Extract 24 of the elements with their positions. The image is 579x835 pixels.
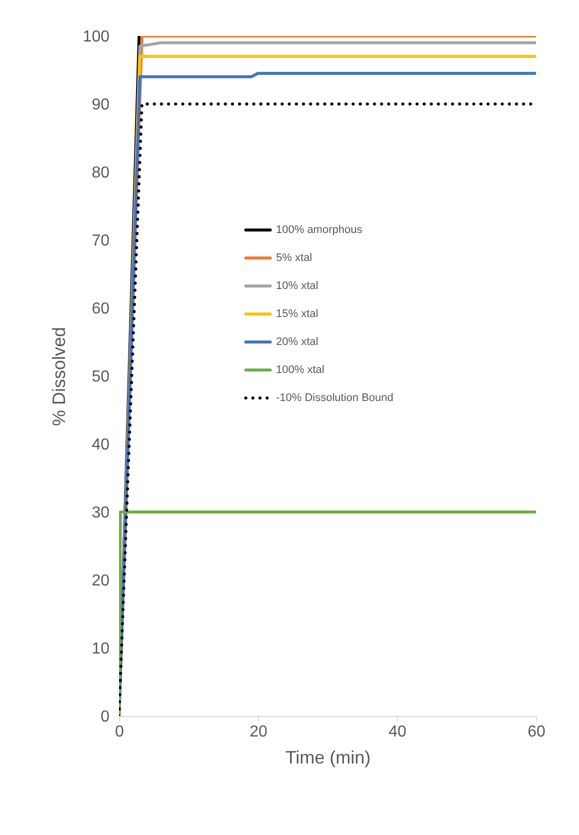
y-tick-label: 40 [92, 436, 110, 454]
y-tick-label: 50 [92, 368, 110, 386]
y-tick-label: 80 [92, 164, 110, 182]
x-tick-label: 20 [250, 724, 268, 740]
y-tick-label: 100 [82, 28, 110, 46]
y-tick-label: 20 [92, 572, 110, 590]
x-tick-label: 40 [388, 724, 406, 740]
legend-label: 100% amorphous [276, 224, 363, 236]
legend-label: -10% Dissolution Bound [276, 392, 394, 404]
y-tick-label: 60 [92, 300, 110, 318]
y-axis-title: % Dissolved [48, 326, 69, 426]
legend-label: 15% xtal [276, 308, 318, 320]
legend-label: 10% xtal [276, 280, 318, 292]
y-tick-label: 30 [92, 504, 110, 522]
y-tick-label: 70 [92, 232, 110, 250]
y-tick-label: 0 [100, 708, 110, 726]
legend-label: 5% xtal [276, 252, 312, 264]
y-tick-label: 10 [92, 640, 110, 658]
x-tick-label: 0 [115, 724, 124, 740]
y-tick-label: 90 [92, 96, 110, 114]
x-axis-title: Time (min) [285, 748, 371, 768]
legend-label: 20% xtal [276, 336, 318, 348]
x-tick-label: 60 [528, 724, 546, 740]
legend-label: 100% xtal [276, 364, 324, 376]
